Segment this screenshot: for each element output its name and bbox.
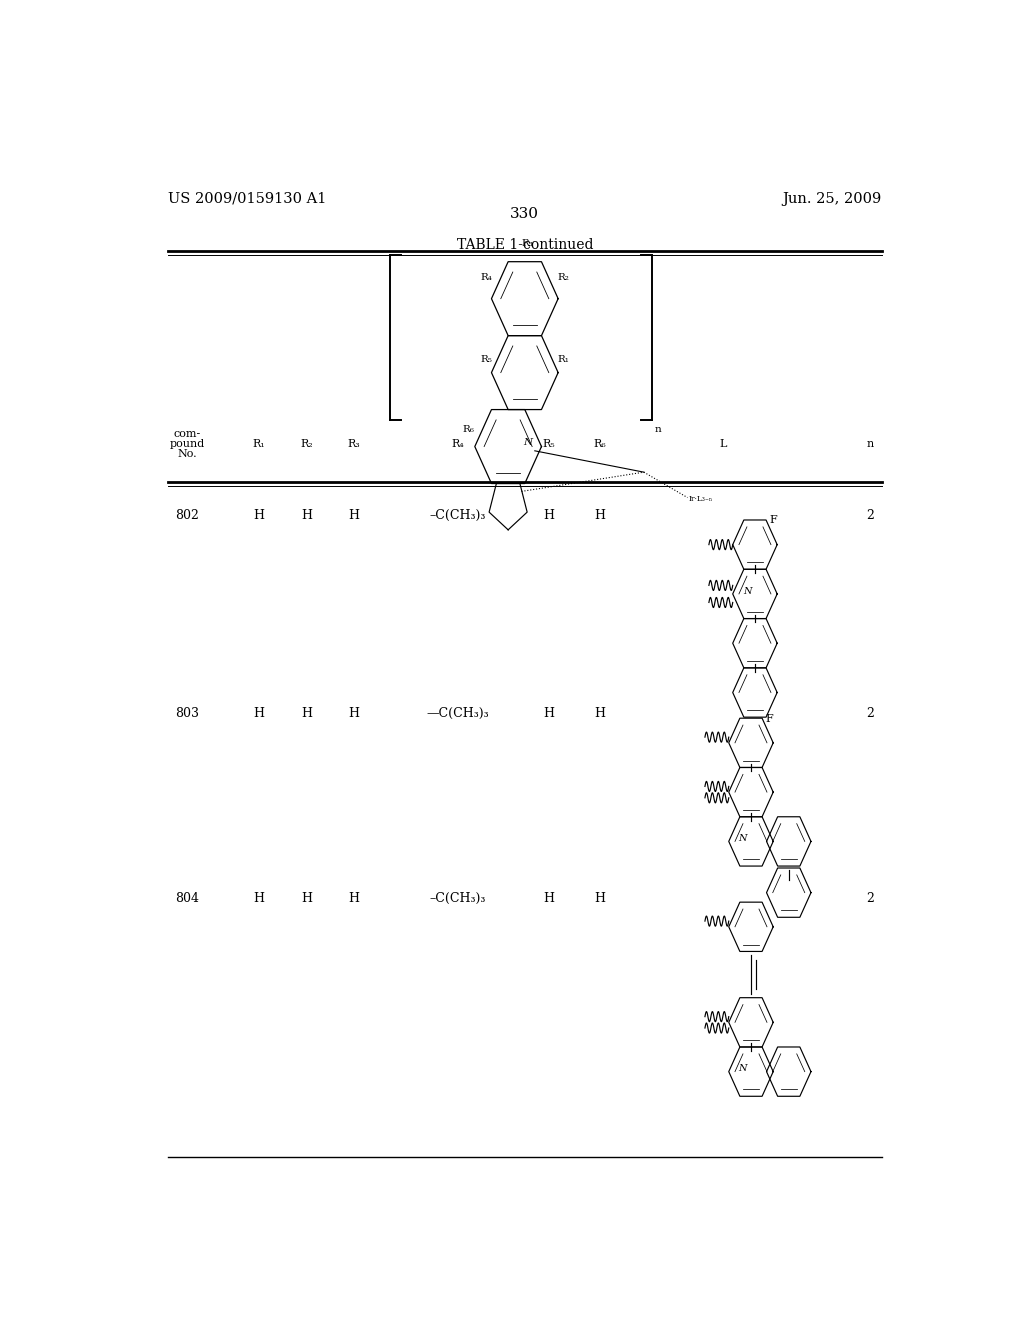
Text: N: N bbox=[738, 834, 746, 843]
Text: R₄: R₄ bbox=[480, 273, 493, 281]
Text: R₃: R₃ bbox=[348, 440, 360, 449]
Text: H: H bbox=[254, 892, 264, 906]
Text: L: L bbox=[720, 440, 727, 449]
Text: –C(CH₃)₃: –C(CH₃)₃ bbox=[429, 892, 485, 906]
Text: TABLE 1-continued: TABLE 1-continued bbox=[457, 238, 593, 252]
Text: 2: 2 bbox=[866, 510, 873, 521]
Text: N: N bbox=[738, 1064, 746, 1073]
Text: H: H bbox=[301, 892, 312, 906]
Text: H: H bbox=[301, 708, 312, 721]
Text: 803: 803 bbox=[175, 708, 200, 721]
Text: H: H bbox=[349, 510, 359, 521]
Text: H: H bbox=[595, 510, 605, 521]
Text: H: H bbox=[254, 510, 264, 521]
Text: H: H bbox=[349, 892, 359, 906]
Text: R₅: R₅ bbox=[480, 355, 493, 364]
Text: F: F bbox=[765, 714, 773, 723]
Text: R₅: R₅ bbox=[543, 440, 555, 449]
Text: No.: No. bbox=[178, 449, 198, 459]
Text: H: H bbox=[349, 708, 359, 721]
Text: 804: 804 bbox=[175, 892, 200, 906]
Text: H: H bbox=[595, 892, 605, 906]
Text: Jun. 25, 2009: Jun. 25, 2009 bbox=[782, 191, 882, 206]
Text: H: H bbox=[543, 708, 554, 721]
Text: 2: 2 bbox=[866, 892, 873, 906]
Text: R₆: R₆ bbox=[594, 440, 606, 449]
Text: 802: 802 bbox=[175, 510, 200, 521]
Text: H: H bbox=[543, 892, 554, 906]
Text: R₄: R₄ bbox=[451, 440, 464, 449]
Text: H: H bbox=[301, 510, 312, 521]
Text: N: N bbox=[743, 586, 752, 595]
Text: US 2009/0159130 A1: US 2009/0159130 A1 bbox=[168, 191, 326, 206]
Text: N: N bbox=[523, 438, 532, 446]
Text: H: H bbox=[254, 708, 264, 721]
Text: 2: 2 bbox=[866, 708, 873, 721]
Text: R₆: R₆ bbox=[463, 425, 475, 434]
Text: R₃: R₃ bbox=[521, 239, 534, 248]
Text: R₂: R₂ bbox=[557, 273, 569, 281]
Text: R₁: R₁ bbox=[557, 355, 569, 364]
Text: pound: pound bbox=[170, 440, 205, 449]
Text: –C(CH₃)₃: –C(CH₃)₃ bbox=[429, 510, 485, 521]
Text: H: H bbox=[595, 708, 605, 721]
Text: Ir·L₃₋ₙ: Ir·L₃₋ₙ bbox=[689, 495, 713, 503]
Text: F: F bbox=[769, 515, 777, 525]
Text: n: n bbox=[866, 440, 873, 449]
Text: com-: com- bbox=[174, 429, 201, 438]
Text: —C(CH₃)₃: —C(CH₃)₃ bbox=[426, 708, 488, 721]
Text: 330: 330 bbox=[510, 207, 540, 222]
Text: n: n bbox=[655, 425, 662, 434]
Text: R₁: R₁ bbox=[253, 440, 265, 449]
Text: R₂: R₂ bbox=[300, 440, 313, 449]
Text: H: H bbox=[543, 510, 554, 521]
